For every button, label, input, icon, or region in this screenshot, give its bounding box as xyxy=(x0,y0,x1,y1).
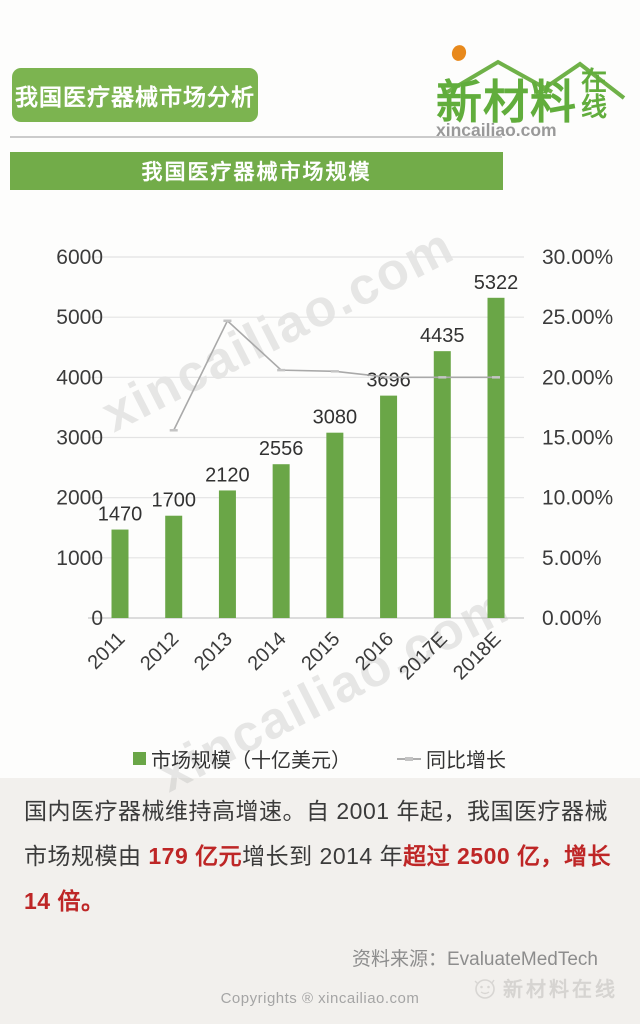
x-axis-label: 2013 xyxy=(190,628,237,675)
bar-value-label: 1470 xyxy=(98,504,143,526)
logo-dot-icon xyxy=(451,45,467,61)
x-axis-label: 2016 xyxy=(351,628,398,675)
x-axis-label: 2014 xyxy=(244,628,291,675)
data-source-label: 资料来源：EvaluateMedTech xyxy=(351,949,598,970)
left-axis-tick: 0 xyxy=(91,607,103,630)
logo-roof-icon xyxy=(442,59,553,96)
logo-brand-text: 新材料 xyxy=(436,76,577,128)
bar-value-label: 2556 xyxy=(259,438,304,460)
bar-2018E xyxy=(487,297,505,618)
left-axis-tick: 6000 xyxy=(56,246,103,269)
bar-value-label: 2120 xyxy=(205,464,250,486)
bar-value-label: 1700 xyxy=(151,490,196,512)
x-axis-label: 2015 xyxy=(297,628,344,675)
chart-legend: 市场规模（十亿美元） 同比增长 xyxy=(133,744,506,773)
right-axis-tick: 15.00% xyxy=(542,427,613,450)
paragraph-text: 增长到 2014 年 xyxy=(242,843,404,869)
bar-2014 xyxy=(272,464,290,618)
right-axis-tick: 30.00% xyxy=(542,246,613,269)
analysis-paragraph: 国内医疗器械维持高增速。自 2001 年起，我国医疗器械市场规模由 179 亿元… xyxy=(24,789,620,924)
stamp-face-icon xyxy=(474,978,495,999)
right-axis-tick: 5.00% xyxy=(542,547,602,570)
left-axis-tick: 3000 xyxy=(56,427,103,450)
paragraph-highlight: 超过 2500 亿，增长 14 倍。 xyxy=(24,843,612,914)
x-axis-label: 2011 xyxy=(84,628,130,674)
logo-suffix-char1: 在 xyxy=(581,66,607,96)
left-axis-tick: 4000 xyxy=(56,366,103,389)
header-divider xyxy=(10,136,502,138)
chart-section-header: 我国医疗器械市场规模 xyxy=(10,152,503,190)
xincailiao-logo: 新材料 在 线 xincailiao.com xyxy=(436,45,626,140)
logo-roof-icon xyxy=(534,61,626,100)
bar-value-label: 4435 xyxy=(420,325,465,347)
copyright-text: Copyrights ® xincailiao.com xyxy=(220,990,420,1007)
left-axis-tick: 1000 xyxy=(56,547,103,570)
x-axis-label: 2017E xyxy=(395,628,451,684)
bar-2011 xyxy=(111,529,129,618)
bar-2017E xyxy=(433,351,451,618)
right-axis-tick: 10.00% xyxy=(542,487,613,510)
paragraph-text: 国内医疗器械维持高增速。自 2001 年起，我国医疗器械市场规模由 xyxy=(24,798,608,869)
page-title-banner: 我国医疗器械市场分析 xyxy=(12,68,258,122)
chart-section-title: 我国医疗器械市场规模 xyxy=(141,161,372,184)
bar-2012 xyxy=(165,515,183,618)
market-size-combo-chart: 0 0.00% 1000 5.00% 2000 10.00% 3000 15.00% 4000 2… xyxy=(56,246,613,684)
logo-domain-text: xincailiao.com xyxy=(436,120,557,140)
right-axis-tick: 20.00% xyxy=(542,366,613,389)
bar-series-swatch-icon xyxy=(133,752,146,765)
bar-2016 xyxy=(380,395,398,618)
left-axis-tick: 2000 xyxy=(56,487,103,510)
line-series-marker-icon xyxy=(397,756,421,761)
right-axis-tick: 25.00% xyxy=(542,306,613,329)
page-title: 我国医疗器械市场分析 xyxy=(15,84,255,110)
x-axis-label: 2012 xyxy=(136,628,183,675)
legend-item-market-size: 市场规模（十亿美元） xyxy=(133,744,351,773)
lower-section-background xyxy=(0,778,640,1024)
footer-watermark-stamp: 新材料在线 xyxy=(472,973,618,1002)
x-axis-label: 2018E xyxy=(449,628,505,684)
bar-value-label: 3696 xyxy=(366,370,411,392)
bar-value-label: 3080 xyxy=(313,407,358,429)
right-axis-tick: 0.00% xyxy=(542,607,602,630)
logo-suffix-char2: 线 xyxy=(581,92,607,122)
bar-series-label: 市场规模（十亿美元） xyxy=(151,750,351,772)
bar-value-label: 5322 xyxy=(474,272,519,294)
line-series-label: 同比增长 xyxy=(426,750,506,772)
bar-2015 xyxy=(326,432,344,618)
bar-2013 xyxy=(218,490,236,618)
stamp-brand-text: 新材料在线 xyxy=(503,979,618,1001)
paragraph-highlight: 179 亿元 xyxy=(148,843,243,869)
left-axis-tick: 5000 xyxy=(56,306,103,329)
legend-item-yoy-growth: 同比增长 xyxy=(397,744,506,773)
